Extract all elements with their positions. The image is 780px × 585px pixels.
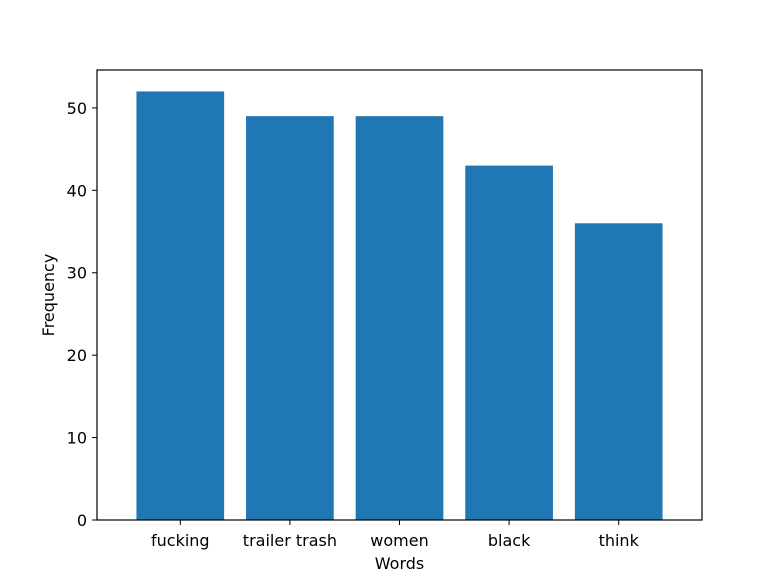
y-tick-label: 50 — [67, 99, 87, 118]
bar-women — [355, 116, 444, 521]
y-tick-label: 40 — [67, 181, 87, 200]
y-tick-label: 20 — [67, 346, 87, 365]
bars-group — [136, 91, 663, 521]
y-tick-label: 0 — [77, 511, 87, 530]
bar-black — [465, 165, 553, 520]
bar-fucking — [136, 91, 225, 520]
y-axis: 0 10 20 30 40 50 — [67, 99, 97, 530]
x-tick-label: women — [370, 531, 428, 550]
x-axis: fucking trailer trash women black think — [151, 520, 640, 550]
y-tick-label: 30 — [67, 264, 87, 283]
x-tick-label: fucking — [151, 531, 210, 550]
bar-think — [574, 223, 663, 521]
x-axis-label: Words — [375, 554, 424, 573]
plot-frame — [96, 69, 703, 521]
x-tick-label: black — [488, 531, 531, 550]
y-tick-label: 10 — [67, 429, 87, 448]
x-tick-label: think — [599, 531, 640, 550]
x-tick-label: trailer trash — [243, 531, 337, 550]
y-axis-label: Frequency — [39, 254, 58, 337]
bar-trailer-trash — [246, 116, 334, 521]
